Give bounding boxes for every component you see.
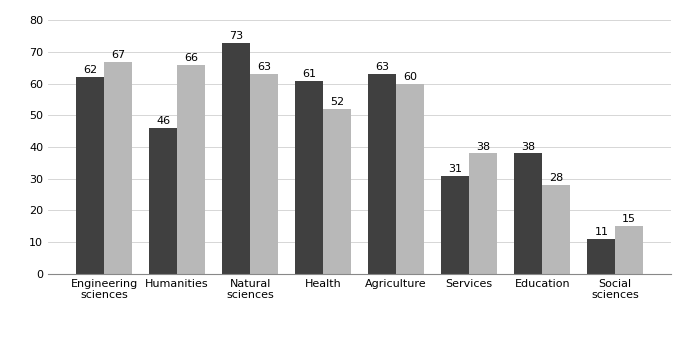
- Text: 52: 52: [330, 97, 344, 107]
- Text: 38: 38: [521, 141, 536, 152]
- Bar: [615, 226, 643, 274]
- Text: 63: 63: [257, 62, 271, 72]
- Text: 31: 31: [448, 164, 462, 174]
- Bar: [514, 153, 543, 274]
- Bar: [295, 81, 323, 274]
- Bar: [543, 185, 570, 274]
- Bar: [396, 84, 424, 274]
- Bar: [441, 176, 469, 274]
- Bar: [588, 239, 615, 274]
- Text: 61: 61: [302, 69, 316, 79]
- Text: 73: 73: [229, 31, 243, 41]
- Bar: [223, 42, 250, 274]
- Bar: [177, 65, 205, 274]
- Bar: [469, 153, 497, 274]
- Bar: [76, 77, 104, 274]
- Text: 46: 46: [156, 116, 171, 126]
- Text: 38: 38: [476, 141, 490, 152]
- Text: 66: 66: [184, 53, 198, 63]
- Bar: [149, 128, 177, 274]
- Text: 67: 67: [111, 49, 125, 60]
- Text: 28: 28: [549, 173, 563, 183]
- Text: 15: 15: [622, 214, 636, 224]
- Text: 60: 60: [403, 72, 417, 82]
- Bar: [250, 74, 278, 274]
- Text: 63: 63: [375, 62, 389, 72]
- Bar: [323, 109, 351, 274]
- Bar: [369, 74, 396, 274]
- Bar: [104, 61, 132, 274]
- Text: 11: 11: [595, 227, 608, 237]
- Text: 62: 62: [83, 66, 97, 75]
